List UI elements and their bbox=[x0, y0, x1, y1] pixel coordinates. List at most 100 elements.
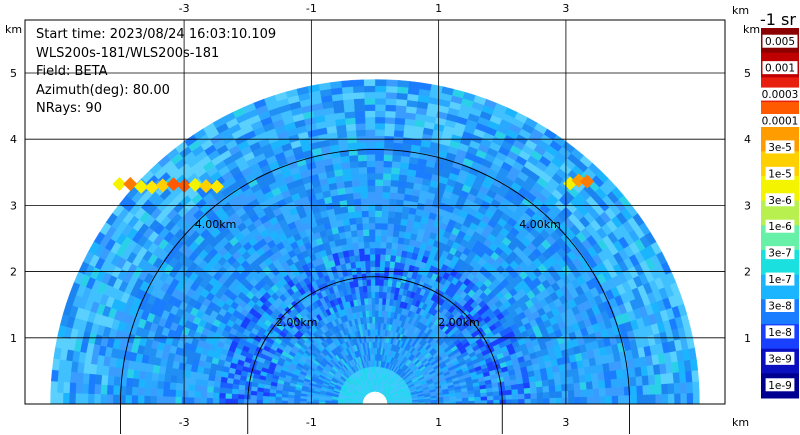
field-cell bbox=[214, 375, 222, 383]
field-cell bbox=[374, 322, 379, 330]
field-cell bbox=[368, 222, 376, 230]
field-cell bbox=[200, 385, 208, 393]
field-cell bbox=[518, 398, 526, 404]
y-tick-label: 5 bbox=[10, 67, 17, 80]
field-cell bbox=[384, 110, 396, 118]
field-cell bbox=[244, 390, 252, 396]
field-cell bbox=[256, 395, 264, 401]
field-cell bbox=[377, 316, 382, 324]
field-cell bbox=[480, 395, 488, 401]
field-cell bbox=[237, 398, 245, 404]
field-cell bbox=[344, 117, 356, 125]
field-cell bbox=[390, 173, 400, 181]
field-cell bbox=[393, 136, 404, 144]
field-cell bbox=[391, 242, 398, 250]
field-cell bbox=[374, 228, 382, 236]
colorbar-tick-label: 1e-7 bbox=[768, 274, 792, 286]
field-cell bbox=[113, 376, 121, 387]
field-cell bbox=[388, 267, 395, 275]
field-cell bbox=[366, 160, 376, 168]
field-cell bbox=[689, 358, 699, 371]
field-cell bbox=[50, 369, 59, 383]
field-cell bbox=[349, 160, 359, 169]
field-cell bbox=[399, 224, 407, 233]
field-cell bbox=[388, 198, 397, 206]
field-cell bbox=[355, 216, 363, 225]
field-cell bbox=[394, 211, 403, 219]
field-cell bbox=[224, 398, 232, 404]
field-cell bbox=[249, 399, 257, 404]
field-cell bbox=[389, 260, 396, 269]
field-cell bbox=[611, 395, 619, 404]
field-cell bbox=[365, 141, 376, 149]
field-cell bbox=[376, 335, 381, 342]
x-tick-label: 1 bbox=[435, 2, 442, 15]
field-cell bbox=[382, 166, 392, 174]
field-cell bbox=[374, 266, 381, 274]
field-cell bbox=[385, 79, 398, 87]
field-cell bbox=[597, 371, 605, 381]
field-cell bbox=[366, 154, 376, 161]
field-cell bbox=[189, 371, 198, 380]
field-cell bbox=[568, 396, 575, 404]
field-cell bbox=[187, 384, 196, 392]
field-cell bbox=[199, 397, 207, 404]
field-cell bbox=[364, 260, 371, 268]
field-cell bbox=[383, 154, 393, 162]
field-cell bbox=[50, 392, 58, 404]
field-cell bbox=[329, 80, 342, 90]
field-cell bbox=[363, 79, 376, 87]
field-cell bbox=[182, 376, 190, 385]
colorbar-tick-label: 1e-8 bbox=[768, 327, 792, 339]
field-cell bbox=[193, 391, 201, 399]
field-cell bbox=[370, 291, 376, 299]
field-cell bbox=[560, 383, 569, 392]
field-cell bbox=[378, 297, 383, 305]
field-cell bbox=[387, 279, 393, 287]
field-cell bbox=[168, 396, 176, 404]
field-cell bbox=[505, 389, 513, 396]
field-cell bbox=[474, 400, 482, 404]
field-cell bbox=[389, 179, 399, 188]
field-cell bbox=[88, 373, 96, 385]
field-cell bbox=[342, 92, 354, 101]
x-unit-bottom: km bbox=[732, 416, 750, 429]
field-cell bbox=[50, 381, 58, 394]
y-tick-label: 2 bbox=[744, 266, 751, 279]
field-cell bbox=[367, 191, 376, 199]
field-cell bbox=[364, 254, 371, 262]
field-cell bbox=[382, 291, 387, 299]
field-cell bbox=[256, 391, 264, 397]
field-cell bbox=[598, 379, 606, 389]
field-cell bbox=[212, 392, 220, 399]
field-cell bbox=[371, 303, 376, 311]
field-cell bbox=[366, 291, 372, 299]
field-cell bbox=[365, 129, 376, 137]
colorbar-tick-label: 0.001 bbox=[765, 63, 795, 75]
field-cell bbox=[206, 397, 214, 404]
field-cell bbox=[82, 373, 90, 385]
field-cell bbox=[100, 384, 108, 395]
field-cell bbox=[352, 192, 361, 200]
field-cell bbox=[355, 123, 366, 131]
field-cell bbox=[69, 382, 77, 394]
field-cell bbox=[391, 160, 401, 169]
field-cell bbox=[374, 341, 378, 349]
field-cell bbox=[611, 386, 619, 396]
field-cell bbox=[385, 98, 397, 106]
field-cell bbox=[200, 379, 209, 387]
field-cell bbox=[194, 378, 203, 386]
field-cell bbox=[374, 166, 384, 174]
field-cell bbox=[499, 399, 507, 404]
field-cell bbox=[351, 185, 361, 194]
field-cell bbox=[150, 380, 159, 390]
field-cell bbox=[63, 371, 72, 383]
field-cell bbox=[383, 141, 394, 149]
field-cell bbox=[666, 372, 675, 384]
x-tick-label: 3 bbox=[562, 416, 569, 429]
field-cell bbox=[396, 92, 408, 101]
field-cell bbox=[262, 395, 270, 401]
field-cell bbox=[359, 260, 366, 268]
field-cell bbox=[75, 393, 83, 404]
field-cell bbox=[367, 185, 376, 193]
